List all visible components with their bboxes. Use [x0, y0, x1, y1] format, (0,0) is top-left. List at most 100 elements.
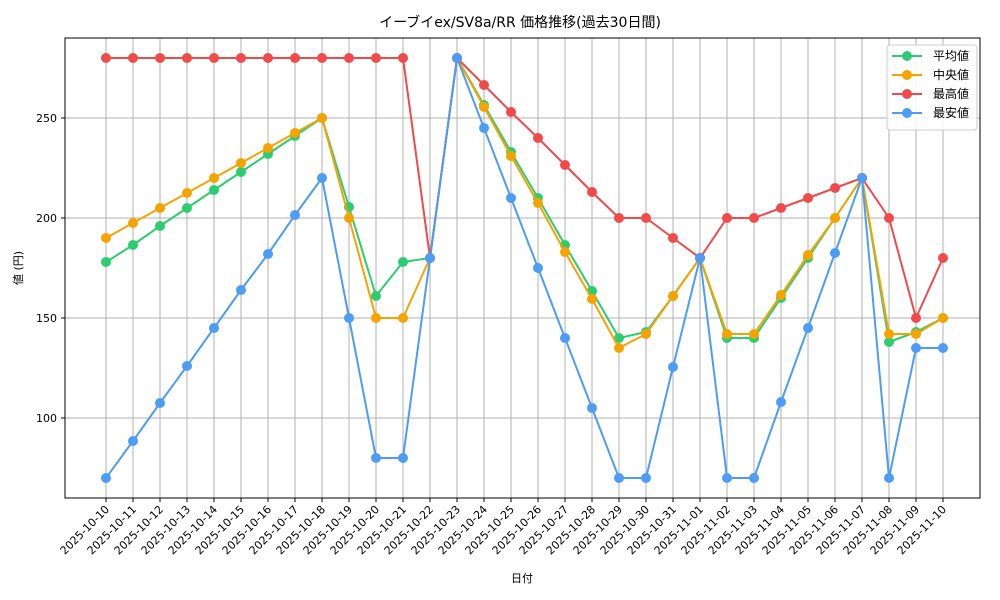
data-point — [695, 253, 705, 263]
data-point — [884, 337, 894, 347]
y-tick-label: 200 — [36, 212, 57, 225]
data-point — [479, 123, 489, 133]
data-point — [614, 213, 624, 223]
legend-item: 平均値 — [892, 48, 969, 63]
data-point — [506, 193, 516, 203]
legend-label: 最安値 — [933, 105, 969, 120]
data-point — [128, 53, 138, 63]
data-point — [398, 313, 408, 323]
data-point — [155, 203, 165, 213]
data-point — [830, 248, 840, 258]
data-point — [641, 329, 651, 339]
data-point — [749, 473, 759, 483]
data-point — [344, 313, 354, 323]
data-point — [263, 249, 273, 259]
legend-label: 中央値 — [933, 67, 969, 82]
data-point — [452, 53, 462, 63]
data-point — [236, 53, 246, 63]
legend-item: 最安値 — [892, 105, 969, 120]
data-point — [155, 398, 165, 408]
data-point — [128, 436, 138, 446]
data-point — [371, 53, 381, 63]
data-point — [938, 253, 948, 263]
data-point — [560, 160, 570, 170]
data-point — [587, 187, 597, 197]
data-point — [317, 53, 327, 63]
data-point — [290, 53, 300, 63]
data-point — [803, 193, 813, 203]
data-point — [398, 257, 408, 267]
legend-item: 中央値 — [892, 67, 969, 82]
data-point — [398, 453, 408, 463]
legend-marker-icon — [902, 89, 912, 99]
data-point — [479, 102, 489, 112]
legend-label: 最高値 — [933, 86, 969, 101]
data-point — [101, 53, 111, 63]
data-point — [209, 53, 219, 63]
y-axis: 100 150 200 250 — [36, 112, 65, 425]
plot-area — [64, 37, 981, 499]
data-point — [533, 263, 543, 273]
data-point — [425, 253, 435, 263]
x-axis-label: 日付 — [511, 572, 533, 585]
data-point — [290, 210, 300, 220]
data-point — [263, 143, 273, 153]
data-point — [722, 329, 732, 339]
data-point — [587, 403, 597, 413]
data-point — [479, 80, 489, 90]
data-point — [911, 313, 921, 323]
data-point — [884, 329, 894, 339]
data-point — [317, 113, 327, 123]
data-point — [830, 213, 840, 223]
y-tick-label: 250 — [36, 112, 57, 125]
data-point — [290, 128, 300, 138]
data-point — [614, 333, 624, 343]
data-point — [344, 53, 354, 63]
data-point — [911, 329, 921, 339]
series-line — [101, 53, 948, 323]
y-axis-label: 値 (円) — [12, 251, 25, 285]
data-point — [155, 53, 165, 63]
data-point — [776, 203, 786, 213]
data-point — [236, 285, 246, 295]
data-point — [857, 173, 867, 183]
data-point — [182, 203, 192, 213]
data-point — [236, 167, 246, 177]
grid-lines — [65, 38, 980, 498]
data-point — [722, 213, 732, 223]
data-point — [128, 218, 138, 228]
data-point — [128, 240, 138, 250]
data-point — [560, 247, 570, 257]
legend-label: 平均値 — [933, 48, 969, 63]
data-point — [641, 213, 651, 223]
data-point — [263, 53, 273, 63]
legend-item: 最高値 — [892, 86, 969, 101]
data-point — [371, 313, 381, 323]
data-point — [884, 473, 894, 483]
data-point — [506, 107, 516, 117]
data-point — [668, 291, 678, 301]
chart-title: イーブイex/SV8a/RR 価格推移(過去30日間) — [379, 14, 661, 31]
data-point — [533, 133, 543, 143]
data-point — [803, 250, 813, 260]
data-point — [884, 213, 894, 223]
legend-marker-icon — [902, 51, 912, 61]
data-point — [101, 233, 111, 243]
data-point — [938, 313, 948, 323]
data-point — [830, 183, 840, 193]
data-point — [506, 151, 516, 161]
series-line — [101, 53, 948, 347]
data-point — [371, 453, 381, 463]
series-lines — [101, 53, 948, 483]
data-point — [317, 173, 327, 183]
data-point — [938, 343, 948, 353]
legend-marker-icon — [902, 70, 912, 80]
data-point — [101, 257, 111, 267]
data-point — [668, 362, 678, 372]
data-point — [236, 158, 246, 168]
y-tick-label: 100 — [36, 412, 57, 425]
data-point — [182, 53, 192, 63]
data-point — [776, 290, 786, 300]
